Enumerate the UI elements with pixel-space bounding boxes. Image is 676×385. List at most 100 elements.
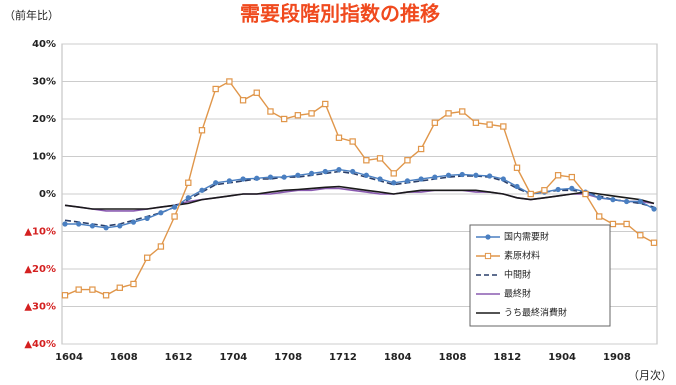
- point: [363, 157, 370, 164]
- point: [527, 190, 534, 198]
- point: [171, 204, 178, 210]
- legend-label: 中間財: [504, 269, 531, 281]
- legend-label: うち最終消費財: [504, 307, 567, 319]
- point: [363, 172, 369, 178]
- point: [596, 213, 603, 220]
- point: [650, 239, 658, 246]
- point: [500, 176, 506, 182]
- point: [117, 223, 123, 229]
- point: [89, 223, 95, 229]
- y-tick-label: ▲40%: [24, 339, 56, 350]
- point: [130, 280, 137, 288]
- y-tick-label: 30%: [32, 77, 56, 88]
- point: [637, 232, 644, 239]
- series-line: [65, 168, 655, 229]
- point: [144, 215, 150, 221]
- y-tick-label: ▲10%: [24, 227, 56, 238]
- point: [445, 172, 452, 178]
- point: [295, 172, 301, 178]
- point: [294, 112, 302, 119]
- legend-label: 素原材料: [504, 250, 540, 262]
- point: [472, 119, 480, 126]
- x-tick-label: 1712: [329, 352, 357, 363]
- point: [62, 221, 68, 227]
- y-tick-label: 10%: [32, 152, 56, 163]
- point: [185, 179, 192, 186]
- point: [610, 197, 616, 203]
- point: [514, 183, 520, 190]
- x-tick-label: 1812: [493, 352, 521, 363]
- point: [418, 176, 424, 182]
- x-tick-label: 1604: [55, 352, 83, 363]
- x-tick-label: 1612: [165, 352, 193, 363]
- point: [75, 286, 82, 293]
- point: [513, 164, 521, 171]
- x-axis-label: （月次）: [628, 368, 672, 382]
- point: [391, 180, 397, 186]
- x-tick-label: 1904: [548, 352, 576, 363]
- y-tick-label: 0%: [39, 189, 56, 200]
- series-line: [64, 170, 655, 227]
- point: [198, 127, 206, 134]
- point: [322, 168, 328, 175]
- point: [267, 108, 274, 115]
- point: [404, 157, 411, 164]
- point: [609, 220, 617, 228]
- series-line: [64, 185, 655, 210]
- point: [336, 167, 342, 173]
- point: [213, 180, 219, 186]
- point: [322, 100, 329, 108]
- point: [89, 286, 96, 293]
- point: [226, 78, 233, 85]
- point: [500, 123, 507, 130]
- point: [473, 172, 479, 178]
- x-tick-label: 1808: [439, 352, 467, 363]
- point: [212, 85, 219, 93]
- y-tick-label: 20%: [32, 114, 56, 125]
- point: [103, 225, 109, 231]
- point: [240, 176, 246, 182]
- y-axis-label: （前年比）: [4, 8, 59, 22]
- point: [253, 89, 260, 96]
- x-tick-label: 1704: [219, 352, 247, 363]
- point: [432, 174, 438, 180]
- x-tick-label: 1608: [110, 352, 138, 363]
- point: [377, 176, 383, 182]
- point: [404, 178, 411, 184]
- point: [281, 174, 287, 180]
- point: [417, 145, 425, 153]
- point: [568, 173, 576, 181]
- point: [199, 187, 205, 193]
- point: [637, 198, 643, 205]
- point: [280, 115, 288, 123]
- point: [431, 119, 439, 126]
- y-tick-label: ▲20%: [24, 264, 56, 275]
- x-tick-label: 1908: [603, 352, 631, 363]
- point: [171, 213, 178, 220]
- legend-label: 国内需要財: [504, 231, 549, 243]
- point: [185, 195, 191, 201]
- point: [267, 174, 274, 180]
- point: [569, 185, 575, 191]
- point: [157, 243, 165, 250]
- point: [143, 254, 151, 261]
- point: [61, 292, 69, 299]
- point: [487, 173, 493, 179]
- point: [226, 178, 232, 184]
- point: [308, 170, 315, 176]
- point: [459, 171, 465, 178]
- point: [582, 190, 589, 198]
- legend-marker: [485, 234, 491, 240]
- point: [541, 187, 548, 194]
- y-tick-label: ▲30%: [24, 302, 56, 313]
- point: [555, 186, 561, 193]
- point: [130, 219, 137, 225]
- x-tick-label: 1708: [274, 352, 302, 363]
- x-tick-label: 1804: [384, 352, 412, 363]
- y-tick-label: 40%: [32, 39, 56, 50]
- point: [459, 108, 466, 115]
- point: [623, 220, 630, 228]
- point: [390, 170, 397, 177]
- point: [239, 97, 247, 104]
